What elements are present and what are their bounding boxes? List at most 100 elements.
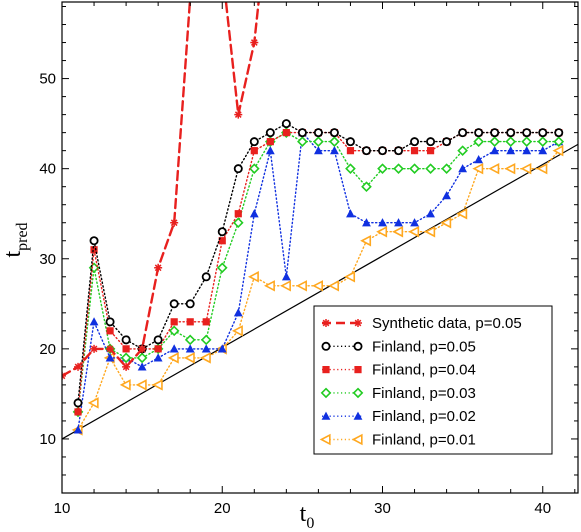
series-3-point (250, 147, 258, 155)
series-3-point (106, 327, 114, 335)
legend-frame (313, 305, 553, 455)
series-2-point (105, 317, 115, 327)
series-4-point (425, 163, 436, 175)
series-2-point (506, 128, 516, 138)
series-4-point (361, 181, 372, 193)
x-tick-label: 40 (534, 500, 551, 517)
series-4-point (505, 136, 517, 147)
legend-marker (353, 411, 363, 420)
series-6-point (280, 280, 291, 292)
legend: Synthetic data, p=0.05 Finland, p=0.05 Fin… (313, 305, 553, 455)
y-tick-label: 10 (39, 431, 56, 448)
series-1-point (90, 344, 99, 353)
series-6-point (376, 226, 388, 238)
series-4-point (457, 145, 468, 156)
series-6-point (552, 144, 564, 157)
series-1-point (74, 362, 83, 371)
series-1-point (106, 344, 115, 353)
series-4-point (409, 163, 420, 175)
series-2-point (153, 335, 163, 345)
series-6-point (408, 226, 420, 238)
legend-marker (321, 411, 331, 420)
series-5-point (442, 191, 451, 200)
series-6-point (424, 226, 436, 238)
series-6-point (344, 271, 356, 283)
series-2-point (394, 146, 404, 156)
series-2-point (361, 146, 371, 156)
series-5-point (73, 425, 83, 434)
series-5-point (169, 344, 179, 353)
y-tick-label: 20 (39, 341, 56, 358)
series-2-point (217, 227, 227, 237)
legend-marker (322, 319, 330, 327)
series-1-point (122, 362, 131, 371)
legend-label: Finland, p=0.05 (372, 338, 476, 355)
series-5-point (233, 308, 243, 317)
legend-entry-4: Finland, p=0.03 (320, 385, 476, 402)
series-6-point (440, 217, 452, 229)
series-5-point (185, 344, 195, 353)
series-3-point (154, 345, 162, 353)
series-1-point (250, 38, 259, 47)
series-4-point (184, 334, 196, 346)
series-5-point (281, 272, 291, 281)
series-5-point (522, 146, 532, 155)
legend-entry-5: Finland, p=0.02 (321, 408, 476, 425)
series-6-point (456, 207, 468, 220)
series-6-point (296, 280, 307, 292)
series-3-point (346, 147, 355, 155)
series-2-point (73, 398, 83, 408)
series-6-point (520, 162, 532, 175)
series-6-point (183, 352, 195, 364)
series-2-point (329, 128, 339, 138)
series-3-point (170, 318, 178, 326)
series-5-point (330, 146, 339, 155)
series-4-point (120, 352, 132, 364)
series-4-point (377, 163, 388, 175)
legend-marker (354, 319, 362, 327)
series-1-line (62, 2, 260, 378)
series-5-point (474, 155, 484, 164)
legend-marker (320, 387, 332, 399)
series-6-point (360, 235, 372, 247)
series-6-point (472, 162, 484, 175)
series-2-point (297, 128, 307, 138)
series-3-point (122, 345, 130, 353)
series-2-point (201, 272, 211, 282)
series-4-point (553, 136, 565, 147)
series-4-point (232, 217, 244, 229)
series-3-point (234, 210, 242, 218)
axis-layer: 10 20 30 40 10 20 30 40 50 (39, 1, 579, 517)
series-3-point (266, 138, 274, 146)
series-5-point (490, 146, 500, 155)
series-4-point (297, 136, 308, 147)
series-6-point (199, 352, 211, 364)
series-4-point (441, 163, 452, 175)
series-5-point (249, 209, 259, 218)
x-tick-label: 20 (214, 500, 231, 517)
series-2-point (89, 236, 99, 246)
series-6-point (151, 379, 163, 391)
series-4-point (473, 136, 484, 147)
series-5-point (313, 146, 323, 155)
x-tick-label: 30 (374, 500, 391, 517)
y-tick-label: 50 (39, 71, 56, 88)
series-4-point (521, 136, 533, 147)
series-3-point (202, 318, 210, 326)
series-2-point (474, 128, 484, 138)
series-2-point (377, 146, 387, 156)
series-3-point (282, 129, 290, 137)
legend-marker (319, 433, 331, 446)
y-axis-title: tpred (0, 222, 31, 257)
legend-marker (321, 341, 331, 351)
series-3-point (90, 246, 98, 254)
series-2 (73, 119, 564, 408)
x-axis-title: t0 (300, 501, 315, 532)
series-6-point (312, 280, 323, 292)
series-2-point (249, 137, 259, 147)
series-2-point (490, 128, 500, 138)
series-2-point (458, 128, 468, 138)
reference-line (62, 143, 578, 440)
series-1 (62, 2, 260, 380)
series-6 (71, 144, 564, 436)
